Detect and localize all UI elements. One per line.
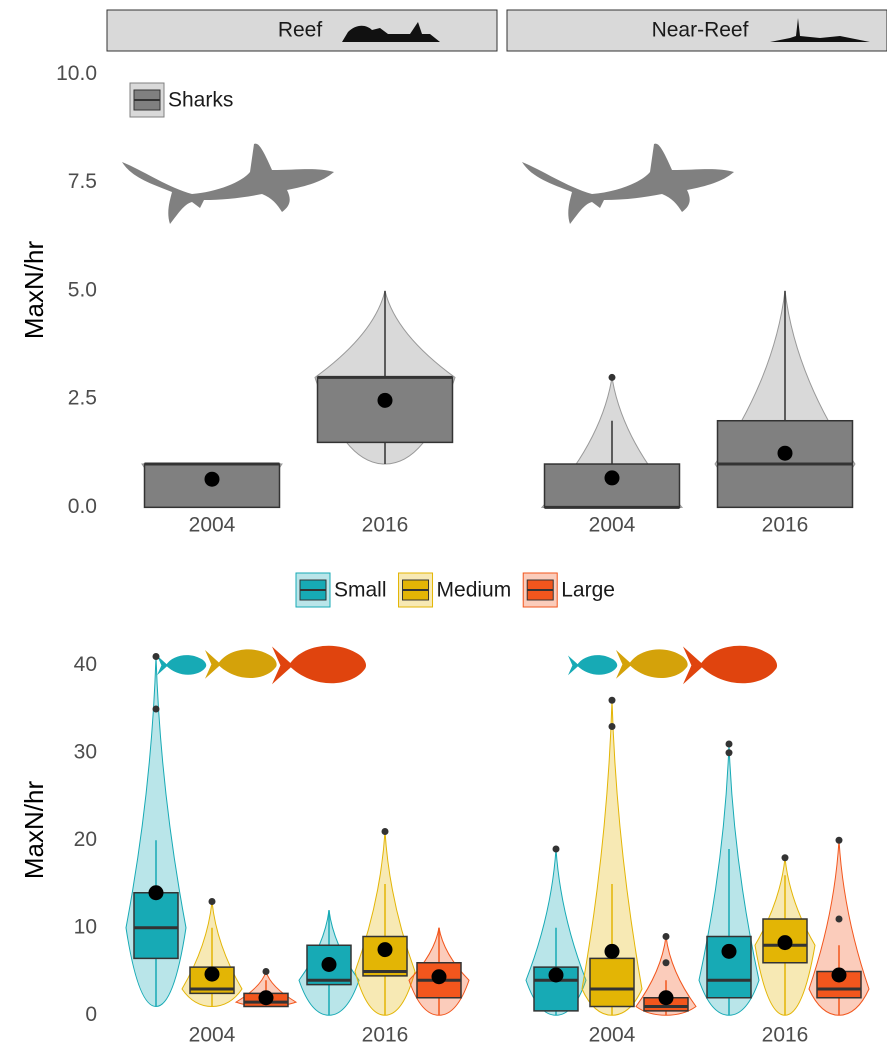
y-tick-label: 0.0 [68,495,97,518]
mean [432,969,447,984]
outlier [609,374,616,381]
legend-label: Small [334,579,387,602]
outlier [726,741,733,748]
y-axis-title: MaxN/hr [19,241,49,340]
y-tick-label: 5.0 [68,278,97,301]
box-group [142,464,282,507]
box-group [542,374,682,507]
fish-icon [272,646,366,685]
outlier [209,898,216,905]
box [318,377,453,442]
y-tick-label: 0 [85,1003,97,1026]
box-group [582,697,642,1016]
box-group [409,928,469,1016]
mean [259,990,274,1005]
y-tick-label: 10 [74,915,97,938]
outlier [153,653,160,660]
legend-item: Small [296,573,387,607]
strip-label: Near-Reef [652,19,749,42]
mean [659,990,674,1005]
legend-item: Sharks [130,83,233,117]
strip-label: Reef [278,19,323,42]
mean [149,885,164,900]
y-tick-label: 30 [74,740,97,763]
legend-item: Medium [399,573,512,607]
legend-label: Large [561,579,615,602]
box-group [126,653,186,1007]
mean [832,968,847,983]
outlier [609,697,616,704]
y-tick-label: 10.0 [56,62,97,85]
chart: Reef Near-Reef 0.0 2.5 5.0 7.5 10.0 MaxN/hr Sh… [0,0,887,1049]
outlier [263,968,270,975]
box-group [809,837,869,1016]
x-tick-label: 2004 [189,1024,236,1047]
mean [605,944,620,959]
outlier [609,723,616,730]
fish-icons [157,646,777,685]
mean [322,957,337,972]
shark-icon [522,144,734,224]
fish-icon [616,649,688,678]
outlier [663,959,670,966]
mean [549,968,564,983]
box-group [715,291,855,508]
mean [378,393,393,408]
fish-icon [568,655,617,675]
outlier [836,916,843,923]
strips: Reef Near-Reef [107,10,887,51]
mean [778,446,793,461]
mean [205,967,220,982]
shark-icon [122,144,334,224]
box [134,893,178,959]
outlier [836,837,843,844]
y-tick-label: 20 [74,828,97,851]
mean [378,942,393,957]
x-tick-label: 2004 [189,514,236,537]
box-group [755,854,815,1015]
box-group [315,291,455,464]
x-tick-label: 2004 [589,1024,636,1047]
outlier [382,828,389,835]
x-tick-label: 2016 [362,1024,409,1047]
box-group [355,828,415,1015]
y-tick-label: 7.5 [68,170,97,193]
box-group [236,968,296,1007]
box-group [526,846,586,1016]
fish-icon [683,646,777,685]
y-tick-label: 2.5 [68,387,97,410]
mean [778,935,793,950]
fish-icon [205,649,277,678]
legend-label: Sharks [168,89,233,112]
legend-item: Large [523,573,615,607]
y-axis-title: MaxN/hr [19,781,49,880]
mean [722,944,737,959]
box-group [699,741,759,1016]
legend-label: Medium [437,579,512,602]
outlier [663,933,670,940]
x-tick-label: 2016 [762,514,809,537]
mean [205,472,220,487]
x-tick-label: 2004 [589,514,636,537]
box-group [299,910,359,1015]
outlier [553,846,560,853]
box-group [636,933,696,1015]
x-tick-label: 2016 [362,514,409,537]
outlier [726,749,733,756]
box-group [182,898,242,1007]
x-tick-label: 2016 [762,1024,809,1047]
y-tick-label: 40 [74,653,97,676]
fish-icon [157,655,206,675]
mean [605,470,620,485]
box [590,958,634,1006]
outlier [782,854,789,861]
outlier [153,706,160,713]
